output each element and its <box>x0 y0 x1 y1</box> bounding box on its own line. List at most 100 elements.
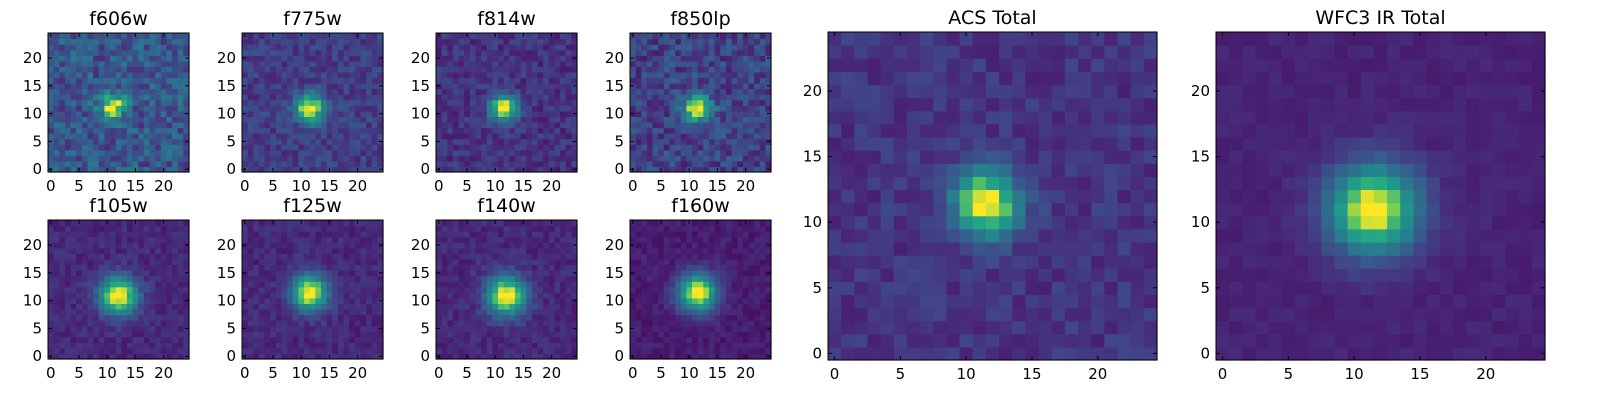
heatmap-cell <box>98 308 105 316</box>
heatmap-cell <box>469 71 477 79</box>
heatmap-cell <box>520 66 527 73</box>
heatmap-cell <box>247 133 254 140</box>
heatmap-cell <box>652 286 659 293</box>
heatmap-cell <box>492 60 499 67</box>
heatmap-cell <box>675 55 682 62</box>
heatmap-cell <box>309 144 316 151</box>
heatmap-cell <box>635 71 642 79</box>
heatmap-cell <box>565 303 572 310</box>
heatmap-cell <box>658 127 665 134</box>
heatmap-cell <box>59 270 66 277</box>
heatmap-cell <box>675 155 682 162</box>
heatmap-cell <box>548 94 556 101</box>
heatmap-cell <box>53 94 60 101</box>
heatmap-cell <box>686 297 693 304</box>
heatmap-cell <box>121 133 128 140</box>
heatmap-cell <box>686 292 693 299</box>
heatmap-cell <box>371 160 378 168</box>
heatmap-cell <box>275 220 283 227</box>
heatmap-cell <box>509 270 516 277</box>
heatmap-cell <box>343 320 350 327</box>
heatmap-cell <box>503 88 510 95</box>
heatmap-cell <box>663 105 671 112</box>
heatmap-cell <box>177 138 184 145</box>
heatmap-cell <box>481 347 488 355</box>
heatmap-cell <box>464 264 471 271</box>
heatmap-cell <box>537 88 544 95</box>
heatmap-cell <box>686 320 693 327</box>
heatmap-cell <box>264 138 271 145</box>
heatmap-cell <box>754 127 761 134</box>
heatmap-cell <box>498 336 505 343</box>
heatmap-cell <box>520 225 527 232</box>
heatmap-cell <box>481 83 488 90</box>
heatmap-cell <box>332 336 339 343</box>
heatmap-cell <box>337 242 345 249</box>
heatmap-cell <box>183 281 190 288</box>
heatmap-cell <box>366 144 373 151</box>
heatmap-cell <box>436 275 443 282</box>
heatmap-cell <box>343 77 350 84</box>
heatmap-cell <box>104 331 111 338</box>
heatmap-cell <box>754 44 761 51</box>
x-tick-label: 10 <box>292 364 311 382</box>
heatmap-cell <box>441 286 448 293</box>
heatmap-cell <box>360 105 367 112</box>
heatmap-cell <box>377 320 384 327</box>
heatmap-cell <box>520 99 527 106</box>
heatmap-cell <box>326 105 333 112</box>
heatmap-cell <box>304 55 311 62</box>
heatmap-cell <box>486 270 493 277</box>
heatmap-cell <box>646 116 654 123</box>
heatmap-cell <box>183 308 190 316</box>
heatmap-cell <box>143 264 151 271</box>
heatmap-cell <box>349 116 356 123</box>
heatmap-cell <box>287 138 294 145</box>
heatmap-cell <box>247 220 254 227</box>
heatmap-cell <box>469 99 477 106</box>
heatmap-cell <box>498 88 505 95</box>
heatmap-cell <box>258 38 266 45</box>
heatmap-cell <box>242 347 249 355</box>
heatmap-cell <box>503 297 510 304</box>
heatmap-cell <box>104 138 111 145</box>
heatmap-cell <box>115 342 122 349</box>
x-tick-label: 5 <box>74 364 84 382</box>
x-tick-label: 0 <box>434 364 444 382</box>
heatmap-cell <box>166 292 173 299</box>
heatmap-cell <box>641 308 648 316</box>
heatmap-cell <box>166 71 173 79</box>
heatmap-cell <box>560 314 567 321</box>
heatmap-cell <box>475 270 482 277</box>
heatmap-cell <box>270 258 277 266</box>
heatmap-cell <box>166 99 173 106</box>
heatmap-cell <box>514 77 522 84</box>
heatmap-cell <box>242 160 249 168</box>
heatmap-cell <box>132 225 139 232</box>
heatmap-cell <box>377 292 384 299</box>
heatmap-cell <box>526 94 533 101</box>
heatmap-cell <box>692 60 699 67</box>
heatmap-cell <box>270 231 277 238</box>
heatmap-cell <box>692 77 699 84</box>
heatmap-cell <box>742 38 750 45</box>
heatmap-cell <box>132 247 139 254</box>
heatmap-cell <box>731 149 738 156</box>
heatmap-cell <box>537 66 544 73</box>
heatmap-cell <box>765 160 772 168</box>
heatmap-cell <box>143 314 151 321</box>
heatmap-cell <box>680 353 687 360</box>
heatmap-cell <box>70 253 77 260</box>
heatmap-cell <box>548 303 556 310</box>
heatmap-cell <box>160 308 168 316</box>
heatmap-cell <box>115 347 122 355</box>
heatmap-cell <box>441 258 448 266</box>
heatmap-cell <box>475 286 482 293</box>
heatmap-cell <box>304 253 311 260</box>
heatmap-cell <box>560 292 567 299</box>
heatmap-cell <box>481 166 488 173</box>
heatmap-cell <box>93 231 100 238</box>
heatmap-cell <box>76 144 83 151</box>
heatmap-cell <box>138 66 145 73</box>
heatmap-cell <box>759 331 766 338</box>
